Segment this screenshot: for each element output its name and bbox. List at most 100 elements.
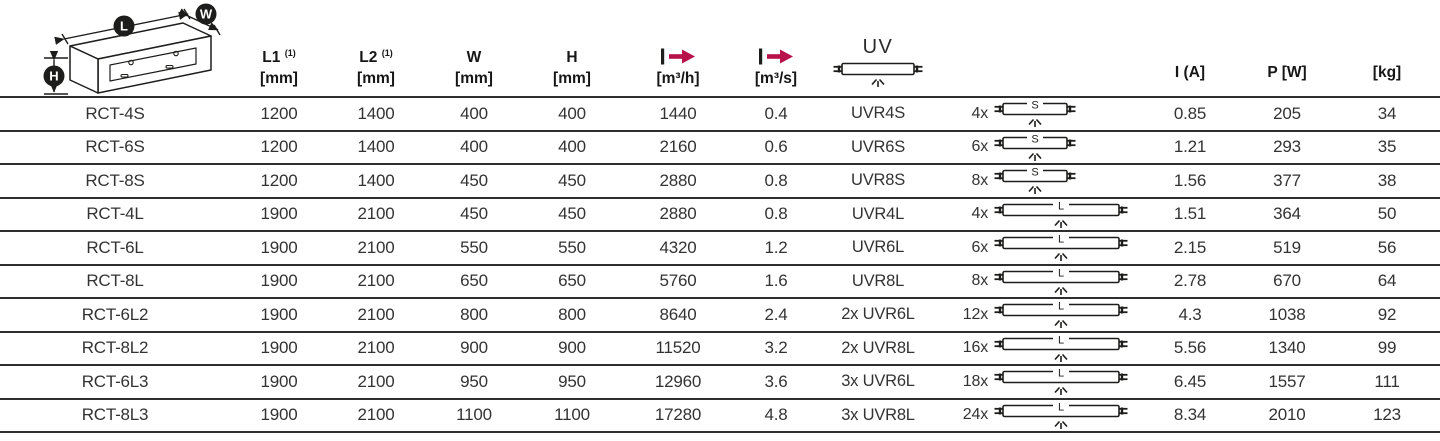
- l2-cell: 2100: [357, 204, 395, 224]
- airflow-m3h-cell: 2880: [659, 204, 697, 224]
- uv-model-cell: UVR4S: [850, 104, 906, 123]
- current-cell: 2.15: [1173, 237, 1207, 257]
- airflow-m3s-cell: 4.8: [764, 405, 788, 425]
- header-power: P [W]: [1267, 64, 1307, 81]
- width-cell: 650: [460, 271, 488, 291]
- height-cell: 450: [558, 204, 586, 224]
- height-cell: 550: [558, 237, 586, 257]
- uv-tube-l-icon: L: [994, 301, 1128, 329]
- table-row: RCT-8L3 1900 2100 1100 1100 17280 4.8 3x UVR8L 2…: [0, 397, 1440, 432]
- header-l1: L1 (1) [mm]: [260, 48, 298, 87]
- uv-model-cell: UVR6L: [851, 238, 905, 257]
- lamp-config-cell: 6x L: [940, 234, 1140, 262]
- current-cell: 0.85: [1173, 103, 1207, 123]
- height-cell: 650: [558, 271, 586, 291]
- height-cell: 400: [558, 137, 586, 157]
- l2-cell: 2100: [357, 237, 395, 257]
- power-cell: 364: [1273, 204, 1301, 224]
- width-cell: 450: [460, 170, 488, 190]
- airflow-arrow-icon: [661, 48, 695, 65]
- table-row: RCT-8L2 1900 2100 900 900 11520 3.2 2x UVR8L 16x…: [0, 330, 1440, 365]
- current-cell: 1.51: [1173, 204, 1207, 224]
- table-header: L W H L1 (1) [mm]: [0, 0, 1440, 96]
- header-airflow-m3h: [m³/h]: [620, 48, 736, 96]
- lamp-config-cell: 8x S: [940, 167, 1140, 195]
- l2-cell: 1400: [357, 103, 395, 123]
- current-cell: 6.45: [1173, 371, 1207, 391]
- lamp-count: 16x: [962, 339, 988, 357]
- l1-cell: 1900: [260, 237, 298, 257]
- weight-cell: 34: [1377, 103, 1397, 123]
- width-cell: 950: [460, 371, 488, 391]
- header-lamp-config: [940, 89, 1140, 96]
- airflow-m3h-cell: 8640: [659, 304, 697, 324]
- table-row: RCT-6L 1900 2100 550 550 4320 1.2 UVR6L 6x L 2.1…: [0, 230, 1440, 264]
- uv-tube-l-icon: L: [994, 401, 1128, 429]
- uv-tube-l-icon: L: [994, 267, 1128, 295]
- lamp-config-cell: 8x L: [940, 267, 1140, 295]
- height-cell: 800: [558, 304, 586, 324]
- airflow-m3h-cell: 2160: [659, 137, 697, 157]
- l1-cell: 1200: [260, 170, 298, 190]
- airflow-m3h-cell: 11520: [655, 338, 701, 358]
- lamp-size-letter: L: [1058, 335, 1064, 347]
- height-cell: 400: [558, 103, 586, 123]
- height-cell: 900: [558, 338, 586, 358]
- l1-cell: 1200: [260, 103, 298, 123]
- footnote-marker: (1): [381, 48, 393, 58]
- airflow-m3s-cell: 0.6: [764, 137, 788, 157]
- airflow-m3h-cell: 2880: [659, 170, 697, 190]
- uv-model-cell: 2x UVR6L: [841, 305, 915, 324]
- weight-cell: 99: [1377, 338, 1397, 358]
- header-uv-lamp: UV: [816, 37, 940, 96]
- l1-cell: 1900: [260, 371, 298, 391]
- lamp-config-cell: 16x L: [940, 334, 1140, 362]
- width-cell: 900: [460, 338, 488, 358]
- airflow-m3s-cell: 1.6: [764, 271, 788, 291]
- power-cell: 670: [1273, 271, 1301, 291]
- table-row: RCT-4S 1200 1400 400 400 1440 0.4 UVR4S 4x S 0.8…: [0, 96, 1440, 130]
- l2-cell: 2100: [357, 338, 395, 358]
- lamp-config-cell: 6x S: [940, 133, 1140, 161]
- l2-cell: 2100: [357, 371, 395, 391]
- model-cell: RCT-6S: [85, 137, 145, 157]
- height-cell: 450: [558, 170, 586, 190]
- weight-cell: 64: [1377, 271, 1397, 291]
- l1-cell: 1200: [260, 137, 298, 157]
- lamp-config-cell: 4x L: [940, 200, 1140, 228]
- lamp-size-letter: S: [1031, 167, 1038, 179]
- l2-cell: 2100: [357, 405, 395, 425]
- power-cell: 293: [1273, 137, 1301, 157]
- airflow-m3h-cell: 17280: [654, 405, 702, 425]
- uv-tube-s-icon: S: [994, 167, 1076, 195]
- power-cell: 519: [1273, 237, 1301, 257]
- model-cell: RCT-4S: [85, 103, 145, 123]
- table-row: RCT-4L 1900 2100 450 450 2880 0.8 UVR4L 4x L 1.5…: [0, 196, 1440, 231]
- current-cell: 8.34: [1173, 405, 1207, 425]
- airflow-m3s-cell: 0.8: [764, 204, 788, 224]
- lamp-size-letter: L: [1058, 301, 1064, 313]
- lamp-count: 18x: [962, 372, 988, 390]
- width-cell: 550: [460, 237, 488, 257]
- table-body: RCT-4S 1200 1400 400 400 1440 0.4 UVR4S 4x S 0.8…: [0, 96, 1440, 433]
- l2-cell: 1400: [357, 170, 395, 190]
- airflow-m3s-cell: 0.8: [764, 170, 788, 190]
- lamp-size-letter: L: [1058, 234, 1064, 246]
- model-cell: RCT-6L3: [81, 371, 149, 391]
- header-airflow-m3s: [m³/s]: [736, 48, 816, 96]
- l1-cell: 1900: [260, 304, 298, 324]
- airflow-m3s-cell: 0.4: [764, 103, 788, 123]
- lamp-count: 8x: [971, 171, 989, 189]
- uv-model-cell: UVR8S: [850, 171, 906, 190]
- lamp-count: 6x: [971, 238, 989, 256]
- weight-cell: 35: [1377, 137, 1397, 157]
- table-row: RCT-6L3 1900 2100 950 950 12960 3.6 3x UVR6L 18x…: [0, 364, 1440, 398]
- uv-model-cell: UVR8L: [851, 271, 905, 290]
- l1-cell: 1900: [260, 204, 298, 224]
- uv-model-cell: 3x UVR6L: [841, 372, 915, 391]
- width-cell: 1100: [456, 405, 492, 425]
- l1-cell: 1900: [260, 338, 298, 358]
- model-cell: RCT-6L: [86, 237, 144, 257]
- width-cell: 800: [460, 304, 488, 324]
- width-cell: 450: [460, 204, 488, 224]
